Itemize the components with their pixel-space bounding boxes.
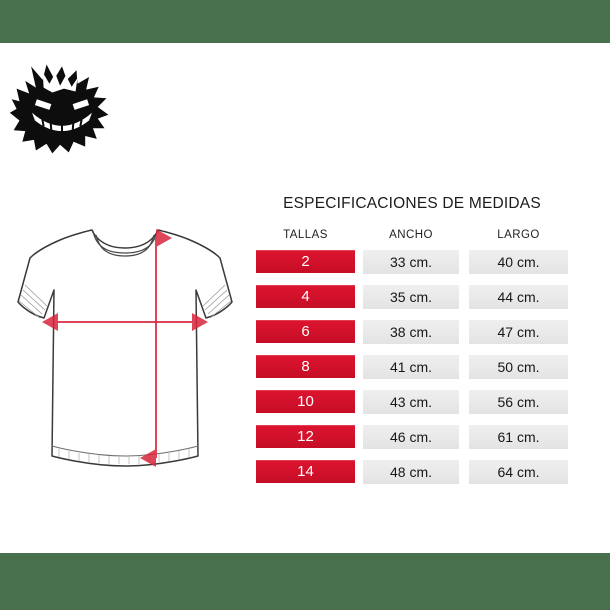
- length-cell: 61 cm.: [469, 425, 568, 449]
- size-cell: 2: [256, 250, 355, 274]
- table-row: 10 43 cm. 56 cm.: [256, 390, 568, 414]
- table-row: 8 41 cm. 50 cm.: [256, 355, 568, 379]
- width-cell: 33 cm.: [363, 250, 459, 274]
- width-cell: 41 cm.: [363, 355, 459, 379]
- width-cell: 38 cm.: [363, 320, 459, 344]
- length-cell: 40 cm.: [469, 250, 568, 274]
- width-cell: 48 cm.: [363, 460, 459, 484]
- chart-title: ESPECIFICACIONES DE MEDIDAS: [283, 195, 541, 212]
- length-cell: 50 cm.: [469, 355, 568, 379]
- gengar-silhouette-logo: [4, 49, 120, 165]
- table-row: 4 35 cm. 44 cm.: [256, 285, 568, 309]
- column-header-tallas: TALLAS: [283, 229, 328, 241]
- size-cell: 8: [256, 355, 355, 379]
- table-row: 14 48 cm. 64 cm.: [256, 460, 568, 484]
- content-stage: ESPECIFICACIONES DE MEDIDAS TALLAS ANCHO…: [0, 43, 610, 553]
- column-header-ancho: ANCHO: [389, 229, 433, 241]
- table-body: 2 33 cm. 40 cm. 4 35 cm. 44 cm. 6 38 cm.…: [256, 250, 568, 484]
- table-row: 6 38 cm. 47 cm.: [256, 320, 568, 344]
- table-header-row: TALLAS ANCHO LARGO: [256, 229, 568, 241]
- width-cell: 43 cm.: [363, 390, 459, 414]
- letterbox-band-bottom: [0, 553, 610, 610]
- tshirt-measurement-diagram: [14, 218, 236, 480]
- column-header-largo: LARGO: [497, 229, 540, 241]
- letterbox-band-top: [0, 0, 610, 43]
- table-row: 2 33 cm. 40 cm.: [256, 250, 568, 274]
- size-cell: 6: [256, 320, 355, 344]
- size-cell: 4: [256, 285, 355, 309]
- size-cell: 10: [256, 390, 355, 414]
- width-cell: 35 cm.: [363, 285, 459, 309]
- size-cell: 14: [256, 460, 355, 484]
- size-cell: 12: [256, 425, 355, 449]
- length-cell: 47 cm.: [469, 320, 568, 344]
- table-row: 12 46 cm. 61 cm.: [256, 425, 568, 449]
- length-cell: 44 cm.: [469, 285, 568, 309]
- measurement-table: ESPECIFICACIONES DE MEDIDAS TALLAS ANCHO…: [256, 195, 568, 484]
- length-cell: 56 cm.: [469, 390, 568, 414]
- width-cell: 46 cm.: [363, 425, 459, 449]
- length-cell: 64 cm.: [469, 460, 568, 484]
